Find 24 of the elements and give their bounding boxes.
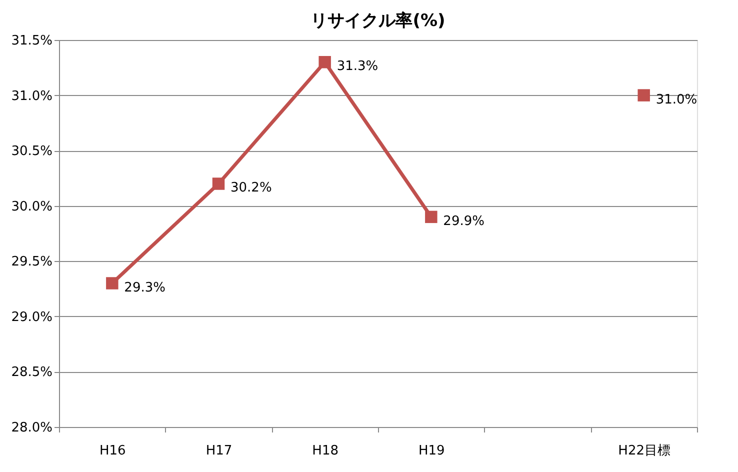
point bbox=[425, 210, 438, 224]
data-label: 31.3% bbox=[336, 59, 378, 74]
y-tick-label: 28.0% bbox=[11, 420, 52, 436]
point bbox=[638, 89, 650, 102]
y-tick-label: 31.0% bbox=[11, 88, 52, 104]
y-tick-label: 30.5% bbox=[11, 144, 52, 160]
y-tick-label: 30.0% bbox=[11, 199, 52, 214]
data-label: 30.2% bbox=[230, 180, 272, 196]
x-tick-label: H17 bbox=[206, 444, 232, 458]
data-label: 29.9% bbox=[443, 214, 484, 229]
x-tick-label: H19 bbox=[418, 444, 445, 458]
y-tick-label: 31.5% bbox=[11, 34, 52, 48]
x-tick-label: H18 bbox=[312, 444, 338, 458]
chart-title: リサイクル率(%) bbox=[310, 11, 446, 31]
x-tick-label: H16 bbox=[100, 444, 126, 458]
point bbox=[106, 277, 118, 290]
y-tick-label: 29.5% bbox=[11, 254, 52, 270]
x-tick-label: H22目標 bbox=[618, 444, 670, 458]
y-tick-label: 28.5% bbox=[11, 365, 52, 380]
y-tick-label: 29.0% bbox=[11, 310, 52, 325]
point bbox=[212, 178, 225, 190]
data-label: 29.3% bbox=[124, 280, 166, 296]
data-label: 31.0% bbox=[656, 92, 698, 108]
point bbox=[318, 56, 331, 68]
